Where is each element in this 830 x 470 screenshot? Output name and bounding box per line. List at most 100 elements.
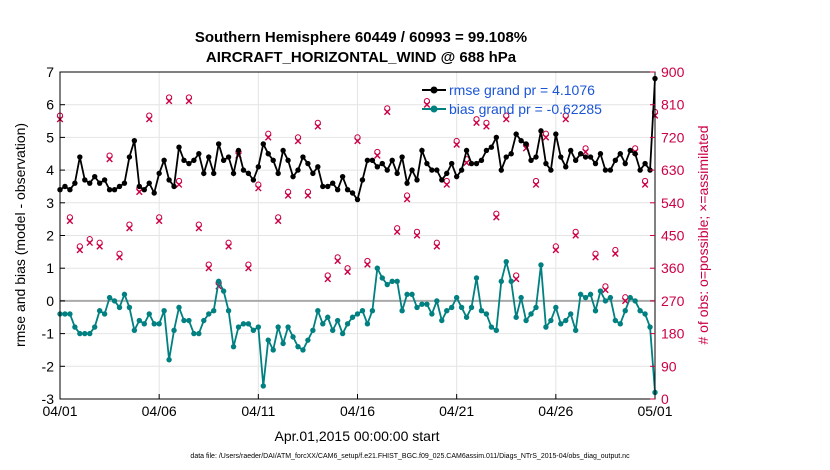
bias-point — [211, 308, 217, 314]
bias-point — [453, 294, 460, 301]
bias-point — [111, 298, 118, 304]
rmse-point — [404, 180, 410, 186]
bias-point — [553, 304, 559, 311]
rmse-point — [344, 187, 351, 193]
bias-point — [290, 334, 296, 340]
rmse-point — [151, 190, 157, 196]
rmse-point — [622, 160, 628, 167]
obs-assimilated-marker — [592, 254, 599, 261]
obs-possible-marker — [394, 225, 401, 232]
bias-point — [201, 317, 207, 324]
rmse-point — [592, 160, 599, 167]
y-tick-label: -1 — [42, 326, 55, 342]
obs-possible-marker — [294, 134, 302, 141]
obs-assimilated-marker — [314, 123, 322, 130]
obs-possible-marker — [374, 148, 381, 156]
rmse-point — [488, 144, 495, 150]
rmse-point — [508, 151, 514, 157]
bias-point — [473, 275, 480, 281]
obs-possible-marker — [304, 188, 312, 195]
obs-assimilated-marker — [582, 148, 589, 156]
bias-point — [458, 304, 465, 311]
bias-point — [265, 337, 271, 343]
obs-possible-marker — [503, 112, 510, 119]
bias-point — [429, 311, 435, 317]
obs-possible-marker — [106, 152, 113, 159]
y2-tick-label: 720 — [661, 129, 685, 145]
obs-assimilated-marker — [364, 261, 371, 268]
bias-point — [572, 327, 579, 334]
rmse-point — [582, 154, 589, 160]
bias-point — [548, 317, 554, 324]
bias-point — [141, 321, 147, 327]
rmse-point — [439, 177, 445, 183]
rmse-point — [295, 167, 301, 173]
bias-point — [215, 278, 222, 284]
obs-assimilated-marker — [502, 115, 510, 123]
rmse-point — [354, 196, 361, 203]
bias-point — [568, 311, 574, 317]
legend-rmse-marker — [430, 86, 438, 94]
rmse-point — [548, 167, 554, 173]
obs-assimilated-marker — [443, 181, 451, 188]
obs-assimilated-marker — [175, 181, 183, 188]
obs-possible-marker — [146, 112, 153, 119]
obs-possible-marker — [572, 228, 579, 235]
obs-assimilated-marker — [136, 188, 143, 196]
rmse-point — [235, 147, 242, 154]
bias-point — [528, 311, 534, 317]
rmse-point — [201, 170, 207, 177]
rmse-point — [637, 167, 643, 173]
obs-possible-marker — [76, 243, 83, 250]
y2-tick-label: 450 — [661, 228, 685, 244]
bias-point — [374, 265, 381, 271]
obs-assimilated-marker — [562, 115, 570, 123]
obs-possible-marker — [185, 94, 193, 101]
rmse-point — [568, 147, 574, 154]
rmse-point — [176, 144, 182, 150]
bias-point — [587, 291, 594, 298]
rmse-point — [270, 157, 276, 163]
rmse-point — [558, 154, 564, 160]
rmse-point — [369, 157, 376, 163]
x-tick-label: 04/06 — [142, 403, 177, 419]
rmse-point — [394, 170, 400, 177]
bias-point — [642, 311, 648, 317]
bias-point — [285, 324, 291, 330]
rmse-point — [384, 167, 390, 173]
rmse-point — [67, 187, 73, 193]
obs-assimilated-marker — [324, 275, 332, 283]
bias-point — [627, 294, 633, 301]
obs-possible-marker — [493, 210, 500, 217]
rmse-point — [627, 147, 633, 154]
obs-possible-marker — [423, 97, 431, 105]
y2-tick-label: 360 — [661, 260, 685, 276]
obs-possible-marker — [532, 177, 540, 185]
obs-assimilated-marker — [344, 268, 351, 276]
obs-assimilated-marker — [264, 134, 272, 141]
rmse-point — [538, 128, 544, 134]
obs-possible-marker — [116, 250, 123, 257]
bias-point — [106, 294, 113, 301]
rmse-point — [72, 180, 78, 186]
rmse-point — [453, 173, 460, 180]
bias-point — [255, 324, 262, 330]
obs-possible-marker — [265, 130, 272, 137]
obs-possible-marker — [175, 177, 183, 185]
bias-point — [394, 278, 400, 284]
rmse-point — [493, 134, 500, 141]
obs-possible-marker — [165, 94, 173, 101]
obs-assimilated-marker — [284, 192, 292, 199]
rmse-point — [602, 167, 609, 173]
rmse-point — [215, 141, 222, 147]
rmse-point — [513, 131, 519, 137]
rmse-point — [191, 157, 197, 163]
bias-point — [354, 311, 361, 317]
rmse-point — [211, 170, 217, 177]
obs-assimilated-marker — [195, 224, 203, 232]
rmse-point — [206, 154, 212, 160]
obs-possible-marker — [284, 188, 292, 195]
bias-point — [369, 308, 376, 314]
obs-assimilated-marker — [126, 224, 133, 232]
